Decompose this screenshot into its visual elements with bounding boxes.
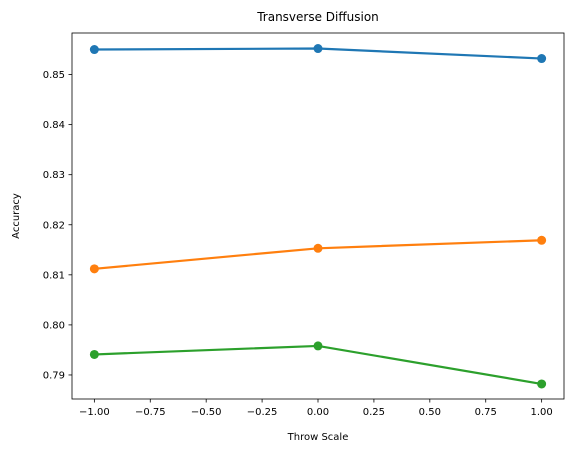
chart-title: Transverse Diffusion <box>256 10 379 24</box>
data-point <box>313 341 323 351</box>
data-point <box>313 44 323 54</box>
series-3 <box>89 341 547 389</box>
data-point <box>313 243 323 253</box>
data-point <box>89 45 99 55</box>
data-point <box>537 235 547 245</box>
data-point <box>89 264 99 274</box>
y-tick-label: 0.80 <box>43 320 65 331</box>
x-tick-label: 0.25 <box>363 407 385 418</box>
y-tick-label: 0.85 <box>43 70 65 81</box>
y-tick-label: 0.81 <box>43 270 65 281</box>
x-axis-ticks: −1.00 −0.75 −0.50 −0.25 0.00 0.25 0.50 0.75 1.00 <box>79 399 553 418</box>
x-tick-label: −0.50 <box>191 407 222 418</box>
series-2 <box>89 235 547 274</box>
x-tick-label: 0.50 <box>419 407 441 418</box>
data-point <box>89 349 99 359</box>
y-tick-label: 0.79 <box>43 370 65 381</box>
x-tick-label: −1.00 <box>79 407 110 418</box>
x-axis-label: Throw Scale <box>287 432 349 443</box>
series-1 <box>89 44 547 64</box>
x-tick-label: 0.75 <box>475 407 497 418</box>
x-tick-label: −0.75 <box>135 407 166 418</box>
x-tick-label: −0.25 <box>247 407 278 418</box>
x-tick-label: 0.00 <box>307 407 329 418</box>
x-tick-label: 1.00 <box>531 407 553 418</box>
data-point <box>537 379 547 389</box>
plot-area <box>89 44 547 389</box>
y-axis-label: Accuracy <box>11 193 22 239</box>
y-axis-ticks: 0.79 0.80 0.81 0.82 0.83 0.84 0.85 <box>43 70 72 381</box>
y-tick-label: 0.83 <box>43 170 65 181</box>
y-tick-label: 0.84 <box>43 120 65 131</box>
series-line <box>93 344 543 386</box>
data-point <box>537 54 547 64</box>
y-tick-label: 0.82 <box>43 220 65 231</box>
